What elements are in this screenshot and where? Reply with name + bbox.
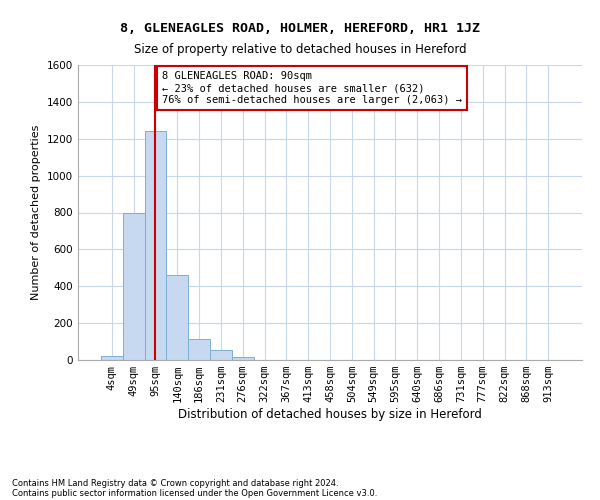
Bar [123, 212, 145, 360]
Bar [145, 132, 166, 360]
Bar [188, 339, 210, 360]
Bar [101, 356, 123, 360]
Text: Size of property relative to detached houses in Hereford: Size of property relative to detached ho… [134, 42, 466, 56]
Text: 8, GLENEAGLES ROAD, HOLMER, HEREFORD, HR1 1JZ: 8, GLENEAGLES ROAD, HOLMER, HEREFORD, HR… [120, 22, 480, 36]
Bar [232, 356, 254, 360]
Text: Contains public sector information licensed under the Open Government Licence v3: Contains public sector information licen… [12, 488, 377, 498]
Text: Contains HM Land Registry data © Crown copyright and database right 2024.: Contains HM Land Registry data © Crown c… [12, 478, 338, 488]
Bar [210, 350, 232, 360]
Text: 8 GLENEAGLES ROAD: 90sqm
← 23% of detached houses are smaller (632)
76% of semi-: 8 GLENEAGLES ROAD: 90sqm ← 23% of detach… [162, 72, 462, 104]
X-axis label: Distribution of detached houses by size in Hereford: Distribution of detached houses by size … [178, 408, 482, 421]
Bar [166, 275, 188, 360]
Y-axis label: Number of detached properties: Number of detached properties [31, 125, 41, 300]
